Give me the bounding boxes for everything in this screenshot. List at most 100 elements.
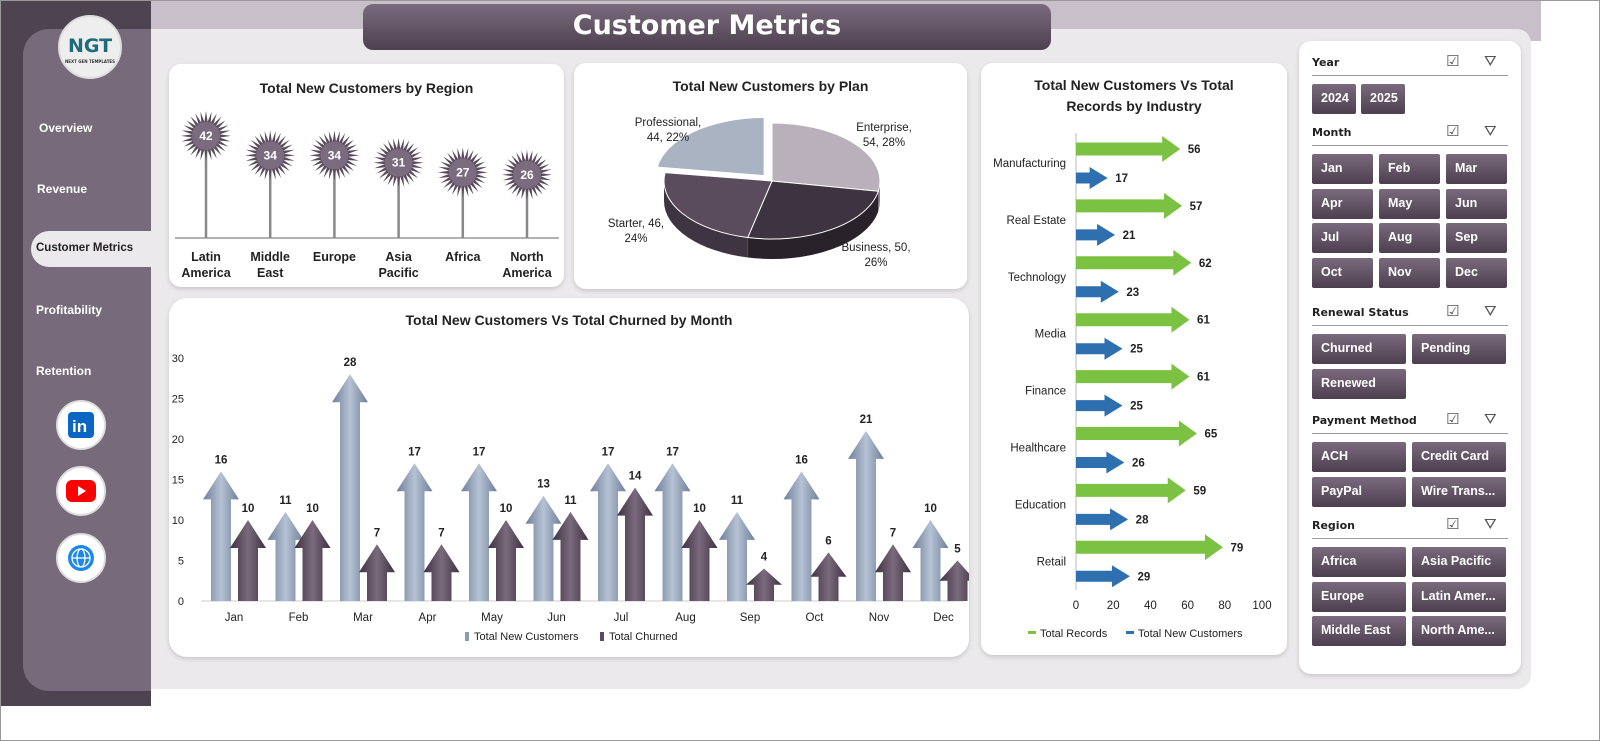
data-label: 17: [473, 446, 486, 458]
slicer-title: Payment Method: [1312, 414, 1417, 427]
slicer-button-month-aug[interactable]: Aug: [1379, 223, 1440, 253]
slicer-button-region-europe[interactable]: Europe: [1312, 581, 1406, 612]
slicer-button-month-sep[interactable]: Sep: [1446, 223, 1507, 253]
chart-title: Total New Customers Vs Total Churned by …: [405, 312, 733, 328]
slicer-button-month-apr[interactable]: Apr: [1312, 188, 1373, 219]
arrow-churned: [230, 520, 266, 601]
slice-label: 44, 22%: [647, 132, 689, 144]
slicer-button-month-dec[interactable]: Dec: [1446, 257, 1507, 288]
slicer-button-year-2024[interactable]: 2024: [1312, 84, 1356, 114]
slicer-button-payment-method-ach[interactable]: ACH: [1312, 442, 1406, 472]
x-tick-label: 60: [1181, 600, 1194, 612]
slicer-title: Month: [1312, 126, 1352, 139]
category-label: North: [510, 250, 543, 264]
slicer-header-renewal-status: Renewal Status ☑ ⛛: [1312, 302, 1508, 326]
data-label: 16: [795, 454, 808, 466]
plan-chart-card: Total New Customers by Plan Enterprise, 5…: [574, 63, 967, 289]
sidebar-item-profitability[interactable]: Profitability: [36, 303, 103, 317]
slicer-button-region-latin-amer-[interactable]: Latin Amer...: [1412, 581, 1506, 612]
slicer-button-month-jan[interactable]: Jan: [1312, 154, 1373, 184]
arrow-total-records: [1076, 477, 1186, 504]
data-label: 26: [1132, 458, 1145, 470]
svg-text:in: in: [72, 417, 87, 436]
sidebar-item-overview[interactable]: Overview: [39, 121, 93, 135]
arrow-churned: [875, 544, 911, 601]
slicer-panel: Year ☑ ⛛ 2024 2025 Month ☑ ⛛ Jan Feb Mar Apr May Jun J…: [1299, 41, 1521, 674]
data-label: 34: [328, 148, 342, 162]
slicer-button-month-oct[interactable]: Oct: [1312, 257, 1373, 288]
category-label: Pacific: [378, 266, 418, 280]
data-label: 13: [537, 479, 550, 491]
slicer-button-renewal-status-churned[interactable]: Churned: [1312, 334, 1406, 364]
x-tick-label: Aug: [675, 612, 695, 624]
legend-label: Total Records: [1040, 628, 1108, 640]
plan-pie-chart: Enterprise, 54, 28% Business, 50, 26% Starte…: [608, 117, 912, 269]
slicer-button-payment-method-paypal[interactable]: PayPal: [1312, 476, 1406, 507]
arrow-total-records: [1076, 136, 1181, 162]
category-label: Finance: [1025, 386, 1066, 398]
slice-label: Professional,: [635, 117, 701, 129]
region-chart: 42 Latin America 34 Middle East 34 Europe 31 Asia…: [175, 110, 559, 280]
data-label: 29: [1138, 571, 1151, 583]
youtube-button[interactable]: [56, 466, 106, 516]
data-label: 57: [1190, 201, 1203, 213]
multi-select-icon[interactable]: ☑: [1446, 302, 1460, 320]
clear-filter-icon[interactable]: ⛛: [1484, 515, 1497, 533]
slicer-title: Year: [1312, 56, 1340, 69]
arrow-total-records: [1076, 306, 1190, 333]
lollipop-head: [256, 141, 285, 170]
slicer-button-region-africa[interactable]: Africa: [1312, 547, 1406, 577]
chart-title: Total New Customers by Region: [259, 80, 474, 96]
multi-select-icon[interactable]: ☑: [1446, 52, 1460, 70]
data-label: 21: [860, 414, 873, 426]
data-label: 23: [1126, 287, 1139, 299]
sidebar-item-revenue[interactable]: Revenue: [37, 182, 88, 196]
slicer-button-year-2025[interactable]: 2025: [1361, 84, 1405, 114]
slicer-button-month-jun[interactable]: Jun: [1446, 188, 1507, 219]
x-tick-label: Jul: [614, 612, 629, 624]
chart-title-line-2: Records by Industry: [1066, 98, 1202, 114]
clear-filter-icon[interactable]: ⛛: [1484, 52, 1497, 70]
sidebar-item-retention[interactable]: Retention: [36, 364, 92, 378]
data-label: 7: [438, 527, 444, 539]
website-button[interactable]: [56, 533, 106, 583]
clear-filter-icon[interactable]: ⛛: [1484, 122, 1497, 140]
slicer-button-renewal-status-renewed[interactable]: Renewed: [1312, 368, 1406, 399]
slicer-button-region-asia-pacific[interactable]: Asia Pacific: [1412, 547, 1506, 577]
slicer-button-month-may[interactable]: May: [1379, 188, 1440, 219]
category-label: America: [181, 266, 231, 280]
slicer-button-month-jul[interactable]: Jul: [1312, 223, 1373, 253]
arrow-new-customers: [1076, 508, 1129, 531]
arrow-total-records: [1076, 534, 1223, 561]
sidebar-item-customer-metrics[interactable]: Customer Metrics: [31, 231, 151, 267]
slicer-button-payment-method-wire-trans-[interactable]: Wire Trans...: [1412, 476, 1506, 507]
arrow-new-customers: [267, 511, 304, 601]
slicer-button-renewal-status-pending[interactable]: Pending: [1412, 334, 1506, 364]
slicer-button-region-north-ame-[interactable]: North Ame...: [1412, 616, 1506, 646]
arrow-new-customers: [1076, 167, 1108, 189]
linkedin-button[interactable]: in: [56, 400, 106, 450]
page-title: Customer Metrics: [363, 4, 1051, 50]
clear-filter-icon[interactable]: ⛛: [1484, 410, 1497, 428]
x-tick-label: Apr: [419, 612, 437, 624]
legend-label: Total New Customers: [474, 631, 579, 643]
slicer-button-month-nov[interactable]: Nov: [1379, 257, 1440, 288]
slicer-button-month-feb[interactable]: Feb: [1379, 154, 1440, 184]
y-tick-label: 30: [172, 353, 184, 365]
legend-swatch-churned: [600, 632, 604, 641]
chart-title-line-1: Total New Customers Vs Total: [1034, 77, 1234, 93]
slicer-button-region-middle-east[interactable]: Middle East: [1312, 616, 1406, 646]
pie-slice-business: [747, 180, 879, 240]
x-tick-label: 100: [1252, 600, 1271, 612]
data-label: 61: [1197, 315, 1210, 327]
multi-select-icon[interactable]: ☑: [1446, 122, 1460, 140]
slicer-button-payment-method-credit-card[interactable]: Credit Card: [1412, 442, 1506, 472]
multi-select-icon[interactable]: ☑: [1446, 515, 1460, 533]
slicer-button-month-mar[interactable]: Mar: [1446, 154, 1507, 184]
region-chart-card: Total New Customers by Region 42 Latin Ame…: [169, 64, 564, 287]
arrow-churned: [681, 520, 718, 601]
category-label: Asia: [385, 250, 412, 264]
multi-select-icon[interactable]: ☑: [1446, 410, 1460, 428]
clear-filter-icon[interactable]: ⛛: [1484, 302, 1497, 320]
arrow-churned: [423, 544, 460, 601]
